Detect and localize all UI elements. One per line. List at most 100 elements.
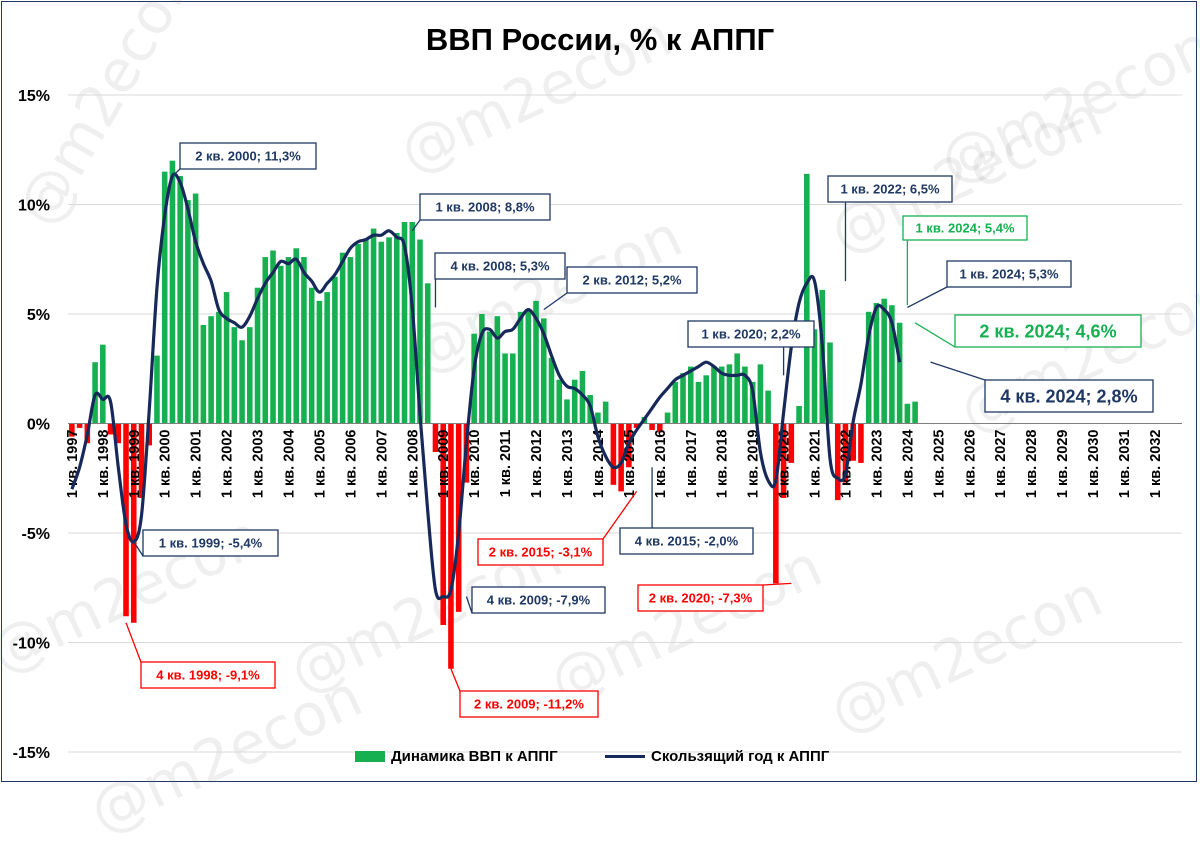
y-tick-label: -15% — [13, 745, 50, 762]
x-tick-label: 1 кв. 2030 — [1086, 430, 1102, 499]
bar — [161, 171, 168, 424]
x-tick-label: 1 кв. 2019 — [746, 430, 762, 499]
bar — [486, 331, 493, 424]
bar — [138, 423, 145, 498]
bar — [912, 401, 918, 424]
bar — [332, 276, 338, 424]
callout-box — [984, 379, 1154, 413]
callout-box — [687, 320, 815, 348]
bar — [270, 250, 276, 424]
x-tick-label: 1 кв. 2013 — [560, 430, 576, 499]
callout-label: 4 кв. 2008; 5,3% — [450, 259, 549, 274]
bar — [556, 379, 563, 424]
bar — [749, 381, 756, 424]
bar — [216, 311, 222, 424]
callout-label: 1 кв. 2024; 5,3% — [959, 267, 1058, 282]
callout-box — [179, 142, 317, 170]
legend-item-line: Скользящий год к АППГ — [605, 748, 829, 765]
callout-label: 4 кв. 1998; -9,1% — [156, 668, 260, 683]
bar — [633, 423, 640, 428]
bar — [277, 265, 284, 424]
bar — [440, 423, 446, 625]
callout-leader — [450, 668, 461, 692]
x-tick-label: 1 кв. 1999 — [127, 430, 143, 499]
bar — [680, 373, 686, 424]
bar — [107, 423, 114, 435]
bar — [687, 366, 694, 424]
callout-leader — [930, 361, 986, 381]
bar — [432, 423, 439, 452]
y-tick-label: -5% — [22, 526, 50, 543]
bar — [370, 228, 377, 424]
bar — [393, 232, 400, 424]
rolling-line — [70, 172, 902, 601]
bar — [780, 423, 787, 498]
bar — [865, 311, 872, 424]
x-tick-label: 1 кв. 2023 — [869, 430, 885, 499]
bar — [262, 257, 269, 424]
x-tick-label: 1 кв. 2012 — [529, 430, 545, 499]
bar — [100, 344, 106, 424]
bar — [510, 353, 516, 424]
bar — [734, 353, 740, 424]
bar — [873, 303, 880, 424]
bar — [502, 353, 508, 424]
bar — [316, 300, 323, 424]
callout-label: 1 кв. 1999; -5,4% — [159, 536, 263, 551]
callout-label: 2 кв. 2009; -11,2% — [474, 697, 584, 712]
bar — [548, 357, 555, 424]
x-tick-label: 1 кв. 2008 — [405, 430, 421, 499]
bar — [525, 309, 532, 424]
bar — [765, 390, 771, 424]
bar — [889, 305, 895, 424]
x-tick-label: 1 кв. 2001 — [189, 430, 205, 499]
bar — [718, 366, 725, 424]
bar — [386, 237, 392, 424]
x-tick-label: 1 кв. 2010 — [467, 430, 483, 499]
x-tick-label: 1 кв. 2007 — [374, 430, 390, 499]
bar — [239, 340, 245, 424]
callout-box — [140, 661, 276, 689]
bar — [177, 176, 183, 424]
callout-box — [902, 215, 1028, 241]
legend-label-line: Скользящий год к АППГ — [651, 748, 830, 765]
bar — [494, 316, 501, 424]
callout-label: 2 кв. 2000; 11,3% — [195, 149, 301, 164]
x-tick-label: 1 кв. 2025 — [931, 430, 947, 499]
bar — [796, 405, 802, 424]
callout-label: 1 кв. 2024; 5,4% — [915, 221, 1014, 236]
bar — [355, 243, 361, 424]
callout-label: 1 кв. 2008; 8,8% — [435, 200, 534, 215]
x-tick-label: 1 кв. 2021 — [808, 430, 824, 499]
bar — [773, 423, 779, 584]
bar — [154, 355, 160, 424]
bar — [657, 423, 663, 433]
bar — [842, 423, 849, 483]
x-tick-label: 1 кв. 2029 — [1055, 430, 1071, 499]
bar — [517, 311, 524, 424]
bar — [571, 379, 578, 424]
bar — [757, 364, 764, 424]
callout-box — [459, 690, 599, 718]
callout-label: 4 кв. 2009; -7,9% — [487, 593, 591, 608]
y-tick-label: -10% — [13, 636, 50, 653]
bar — [130, 423, 137, 623]
bar — [301, 257, 307, 424]
bar — [788, 423, 795, 463]
callout-label: 4 кв. 2015; -2,0% — [635, 534, 739, 549]
callout-box — [619, 527, 754, 555]
bar — [339, 252, 346, 424]
bar — [378, 241, 385, 424]
bar — [115, 423, 122, 444]
bar — [185, 200, 191, 424]
bar — [285, 257, 292, 424]
legend-label-bars: Динамика ВВП к АППГ — [391, 748, 558, 765]
bar — [610, 423, 617, 485]
bar — [711, 366, 717, 424]
callout-box — [419, 193, 551, 221]
x-tick-label: 1 кв. 2005 — [312, 430, 328, 499]
bar — [540, 318, 547, 424]
bar — [324, 292, 330, 424]
bar — [858, 423, 864, 463]
bar — [811, 329, 818, 424]
